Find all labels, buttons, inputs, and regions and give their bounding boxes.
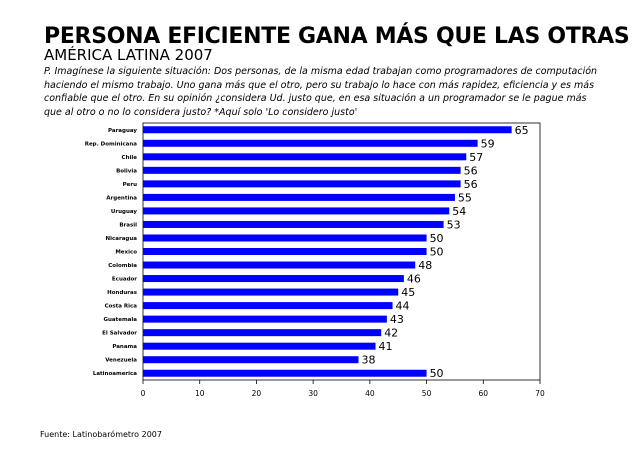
category-label: Brasil — [119, 222, 137, 228]
value-label: 56 — [464, 164, 478, 177]
category-label: Guatemala — [103, 317, 137, 323]
value-label: 38 — [362, 354, 376, 367]
bar — [143, 139, 478, 147]
value-label: 41 — [379, 340, 393, 353]
bar — [143, 356, 359, 364]
x-tick-label: 50 — [422, 389, 432, 398]
value-label: 56 — [464, 178, 478, 191]
value-label: 42 — [384, 327, 398, 340]
category-label: Peru — [123, 182, 137, 188]
value-label: 50 — [430, 367, 444, 380]
value-label: 45 — [401, 286, 415, 299]
value-label: 55 — [458, 191, 472, 204]
value-label: 44 — [396, 300, 410, 313]
chart-subtitle: AMÉRICA LATINA 2007 — [44, 46, 213, 64]
bar — [143, 329, 382, 337]
x-tick-label: 30 — [308, 389, 318, 398]
bar — [143, 369, 427, 377]
bar — [143, 126, 512, 134]
category-label: Mexico — [115, 250, 137, 256]
category-label: Ecuador — [112, 277, 137, 283]
x-tick-label: 20 — [252, 389, 262, 398]
bar — [143, 342, 376, 350]
category-label: Paraguay — [108, 128, 137, 134]
bar — [143, 234, 427, 242]
x-tick-label: 60 — [479, 389, 489, 398]
bar — [143, 288, 399, 296]
bar — [143, 193, 455, 201]
value-label: 54 — [452, 205, 466, 218]
value-label: 46 — [407, 273, 421, 286]
bar — [143, 153, 467, 161]
value-label: 50 — [430, 246, 444, 259]
category-label: Costa Rica — [105, 304, 138, 310]
category-label: Nicaragua — [106, 236, 138, 242]
category-label: Venezuela — [105, 358, 137, 364]
bar — [143, 248, 427, 255]
bar — [143, 207, 450, 215]
value-label: 53 — [447, 218, 461, 231]
bar — [143, 315, 387, 323]
bar — [143, 166, 461, 174]
value-label: 48 — [418, 259, 432, 272]
x-tick-label: 70 — [535, 389, 545, 398]
bar — [143, 275, 404, 283]
survey-question: P. Imagínese la siguiente situación: Dos… — [44, 66, 598, 118]
value-label: 65 — [515, 124, 529, 137]
value-label: 57 — [469, 151, 483, 164]
value-label: 59 — [481, 137, 495, 150]
bar — [143, 261, 416, 269]
x-tick-label: 10 — [195, 389, 205, 398]
category-label: El Salvador — [102, 331, 137, 337]
category-label: Bolivia — [116, 168, 137, 174]
category-label: Chile — [122, 155, 138, 161]
category-label: Panama — [112, 344, 137, 350]
bar — [143, 180, 461, 188]
source-note: Fuente: Latinobarómetro 2007 — [40, 430, 162, 439]
x-tick-label: 40 — [365, 389, 375, 398]
category-label: Argentina — [106, 195, 137, 201]
category-label: Latinoamerica — [93, 371, 137, 377]
bar — [143, 220, 444, 228]
category-label: Rep. Dominicana — [85, 141, 138, 147]
chart-title: PERSONA EFICIENTE GANA MÁS QUE LAS OTRAS — [44, 24, 630, 49]
value-label: 50 — [430, 232, 444, 245]
bar — [143, 302, 393, 310]
category-label: Colombia — [108, 263, 137, 269]
value-label: 43 — [390, 313, 404, 326]
category-label: Uruguay — [111, 209, 137, 215]
x-tick-label: 0 — [141, 389, 146, 398]
category-label: Honduras — [107, 290, 138, 296]
